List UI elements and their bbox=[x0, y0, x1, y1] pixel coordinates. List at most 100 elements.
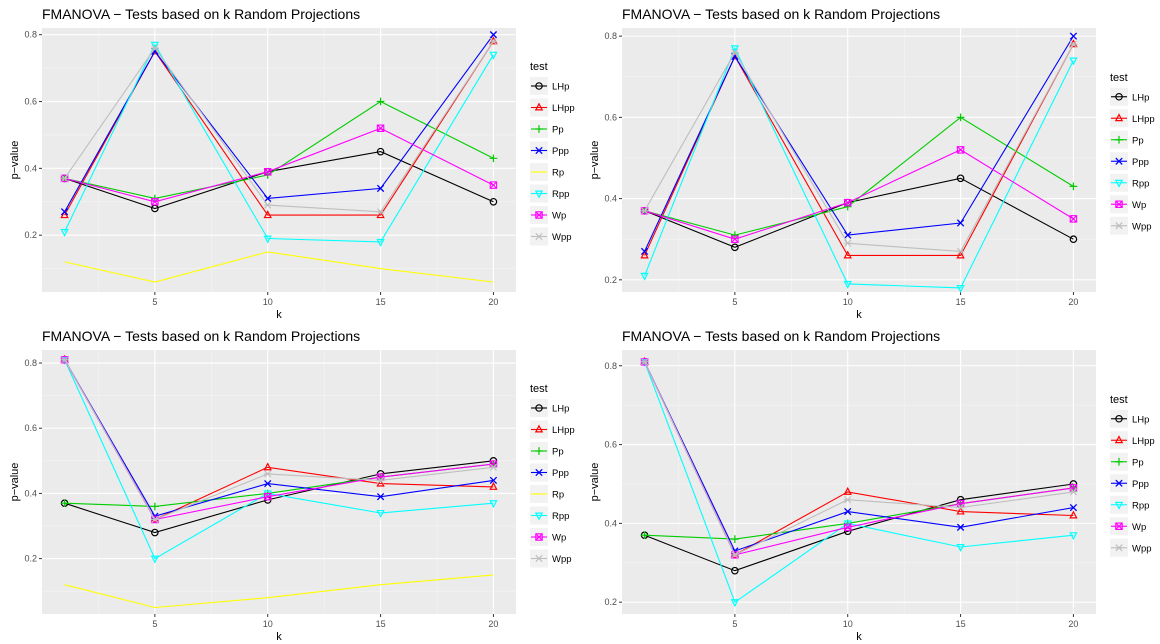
legend-label: Pp bbox=[1132, 135, 1144, 146]
data-point bbox=[844, 231, 852, 239]
legend-item-ppp: Ppp bbox=[1110, 474, 1149, 493]
legend-key-marker bbox=[534, 190, 544, 199]
x-tick-label: 20 bbox=[488, 619, 498, 629]
data-point bbox=[843, 198, 852, 207]
data-point bbox=[376, 238, 385, 247]
legend-label: Wp bbox=[552, 211, 566, 222]
legend-item-pp: Pp bbox=[530, 442, 564, 460]
x-tick-label: 15 bbox=[956, 297, 966, 307]
x-axis-label: k bbox=[276, 309, 282, 321]
legend-item-rp: Rp bbox=[530, 163, 564, 181]
y-axis-label: p−value bbox=[9, 463, 21, 502]
legend-key-marker bbox=[1115, 222, 1123, 230]
chart-panel-4: FMANOVA − Tests based on k Random Projec… bbox=[580, 322, 1160, 644]
data-point bbox=[731, 48, 739, 56]
data-point bbox=[843, 486, 852, 495]
series-wp bbox=[60, 124, 498, 206]
data-point bbox=[731, 231, 739, 239]
y-tick-label: 0.4 bbox=[604, 194, 617, 204]
legend-key-marker bbox=[535, 125, 543, 133]
data-point bbox=[1069, 532, 1078, 541]
legend-key-marker bbox=[535, 468, 543, 477]
legend-title: test bbox=[1110, 72, 1128, 84]
chart-title: FMANOVA − Tests based on k Random Projec… bbox=[622, 328, 941, 344]
x-tick-label: 10 bbox=[843, 297, 853, 307]
legend-key-marker bbox=[1115, 544, 1123, 552]
data-point bbox=[151, 502, 159, 511]
data-point bbox=[843, 239, 852, 247]
data-point bbox=[60, 210, 69, 219]
y-tick-label: 0.4 bbox=[604, 518, 617, 528]
series-wpp bbox=[640, 358, 1078, 559]
legend-label: Wpp bbox=[552, 232, 572, 243]
data-point bbox=[60, 356, 69, 364]
series-rp bbox=[64, 574, 494, 609]
legend-item-lhp: LHp bbox=[1110, 409, 1149, 428]
data-point bbox=[263, 470, 272, 478]
data-point bbox=[376, 493, 385, 501]
x-tick-label: 5 bbox=[732, 619, 737, 629]
legend-item-ppp: Ppp bbox=[530, 141, 569, 160]
x-tick-label: 20 bbox=[1068, 619, 1078, 629]
series-wpp bbox=[60, 356, 498, 524]
legend-key-marker bbox=[535, 404, 543, 412]
legend-item-lhpp: LHpp bbox=[1110, 431, 1155, 450]
legend-label: Wpp bbox=[1132, 221, 1152, 232]
x-tick-label: 20 bbox=[488, 297, 498, 307]
data-point bbox=[376, 97, 385, 106]
data-point bbox=[489, 500, 498, 509]
legend-label: Ppp bbox=[552, 468, 569, 479]
data-point bbox=[151, 515, 159, 524]
legend-item-wp: Wp bbox=[1110, 195, 1146, 214]
y-tick-label: 0.8 bbox=[604, 361, 617, 371]
legend-key-marker bbox=[1114, 435, 1124, 444]
data-point bbox=[640, 250, 649, 259]
data-point bbox=[956, 284, 965, 293]
data-point bbox=[264, 479, 272, 488]
legend-label: Pp bbox=[552, 125, 564, 136]
series-wpp bbox=[640, 40, 1078, 255]
chart-title: FMANOVA − Tests based on k Random Projec… bbox=[42, 328, 361, 344]
legend-title: test bbox=[1110, 394, 1128, 406]
legend-key-marker bbox=[1115, 157, 1123, 165]
legend-item-wpp: Wpp bbox=[530, 549, 572, 568]
legend-key-marker bbox=[1115, 457, 1123, 466]
legend-item-ppp: Ppp bbox=[1110, 152, 1149, 171]
legend-label: LHp bbox=[1132, 92, 1149, 103]
data-point bbox=[956, 250, 965, 259]
chart-panel-2: FMANOVA − Tests based on k Random Projec… bbox=[580, 0, 1160, 322]
data-point bbox=[956, 523, 965, 531]
y-axis-label: p−value bbox=[589, 141, 601, 180]
data-point bbox=[376, 509, 385, 518]
x-axis-label: k bbox=[856, 631, 862, 643]
data-point bbox=[1069, 40, 1078, 48]
y-axis-label: p−value bbox=[589, 463, 601, 502]
legend-item-wp: Wp bbox=[530, 206, 566, 224]
x-tick-label: 10 bbox=[843, 619, 853, 629]
data-point bbox=[731, 243, 739, 252]
legend-item-ppp: Ppp bbox=[530, 463, 569, 482]
legend-label: LHpp bbox=[1132, 436, 1155, 447]
legend-title: test bbox=[530, 61, 548, 73]
legend-label: Ppp bbox=[1132, 157, 1149, 168]
data-point bbox=[1069, 32, 1078, 40]
data-point bbox=[731, 566, 739, 575]
data-point bbox=[376, 184, 385, 193]
chart-panel-3: FMANOVA − Tests based on k Random Projec… bbox=[0, 322, 580, 644]
legend-label: LHp bbox=[552, 404, 569, 415]
legend-item-wpp: Wpp bbox=[1110, 216, 1152, 235]
legend-key-marker bbox=[535, 211, 543, 219]
series-rpp bbox=[640, 358, 1078, 608]
legend-item-wpp: Wpp bbox=[530, 227, 572, 246]
data-point bbox=[489, 51, 498, 60]
data-point bbox=[263, 201, 272, 209]
x-tick-label: 10 bbox=[263, 619, 273, 629]
legend-key-marker bbox=[1115, 414, 1123, 423]
data-point bbox=[264, 194, 272, 203]
data-point bbox=[376, 476, 385, 484]
data-point bbox=[151, 198, 159, 206]
data-point bbox=[489, 154, 498, 163]
x-tick-label: 5 bbox=[152, 297, 157, 307]
data-point bbox=[376, 208, 385, 216]
series-ppp bbox=[60, 31, 498, 216]
